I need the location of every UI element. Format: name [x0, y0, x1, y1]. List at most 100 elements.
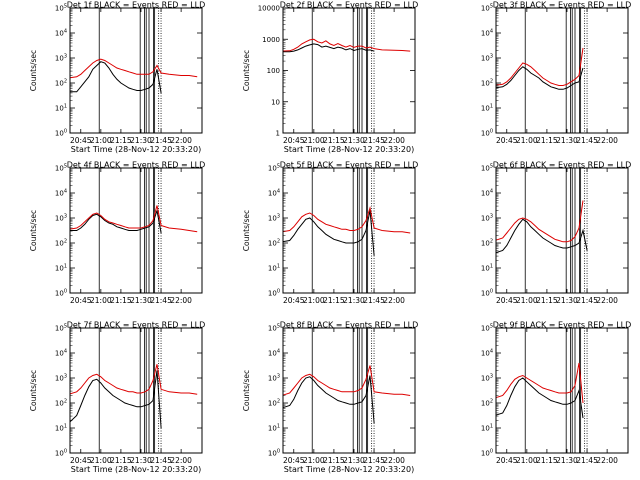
- x-tick-label: 21:45: [150, 296, 172, 305]
- x-tick-label: 21:00: [303, 296, 325, 305]
- plot-frame: [495, 167, 629, 294]
- y-tick-label: 100: [267, 67, 280, 75]
- chart-title: Det 4f BLACK = Events RED = LLD: [67, 161, 206, 170]
- x-tick-label: 20:45: [496, 456, 518, 465]
- plot-frame: [495, 327, 629, 454]
- x-tick-label: 20:45: [283, 456, 305, 465]
- x-tick-label: 21:00: [90, 136, 112, 145]
- y-tick-label: 101: [481, 424, 493, 433]
- x-tick-label: 20:45: [70, 136, 92, 145]
- chart-panel-2: Det 2f BLACK = Events RED = LLD 20:4521:0…: [242, 1, 418, 155]
- chart-panel-8: Det 8f BLACK = Events RED = LLD 20:4521:0…: [242, 321, 418, 475]
- y-tick-label: 104: [481, 29, 493, 38]
- y-tick-label: 104: [481, 189, 493, 198]
- x-tick-label: 21:30: [130, 136, 152, 145]
- y-tick-label: 103: [268, 374, 280, 383]
- y-axis-label: Counts/sec: [29, 210, 38, 251]
- chart-title: Det 9f BLACK = Events RED = LLD: [493, 321, 632, 330]
- y-tick-label: 103: [55, 374, 67, 383]
- chart-title: Det 3f BLACK = Events RED = LLD: [493, 1, 632, 10]
- x-tick-label: 21:15: [323, 456, 345, 465]
- y-tick-label: 100: [55, 449, 67, 458]
- x-tick-label: 21:45: [150, 456, 172, 465]
- x-tick-label: 21:00: [303, 136, 325, 145]
- chart-panel-1: Det 1f BLACK = Events RED = LLD 20:4521:0…: [29, 1, 205, 155]
- events-series-line: [496, 66, 584, 90]
- lld-series-line: [496, 47, 584, 86]
- y-axis-label: Counts/sec: [242, 50, 251, 91]
- events-series-line: [496, 218, 588, 254]
- y-tick-label: 104: [55, 29, 67, 38]
- y-axis-label: Counts/sec: [242, 210, 251, 251]
- lld-series-line: [496, 200, 584, 243]
- x-tick-label: 21:15: [323, 296, 345, 305]
- y-tick-label: 100: [268, 449, 280, 458]
- y-tick-label: 105: [481, 324, 493, 333]
- x-tick-label: 20:45: [496, 136, 518, 145]
- x-tick-label: 22:00: [170, 136, 192, 145]
- chart-panel-7: Det 7f BLACK = Events RED = LLD 20:4521:0…: [29, 321, 205, 475]
- y-tick-label: 105: [481, 164, 493, 173]
- lld-series-line: [70, 58, 198, 79]
- y-tick-label: 101: [268, 264, 280, 273]
- plot-frame: [282, 167, 416, 294]
- x-tick-label: 21:15: [536, 456, 558, 465]
- y-tick-label: 101: [268, 424, 280, 433]
- lld-series-line: [70, 205, 198, 233]
- x-tick-label: 20:45: [283, 296, 305, 305]
- x-axis-label: Start Time (28-Nov-12 20:33:20): [284, 145, 414, 154]
- x-tick-label: 21:00: [90, 456, 112, 465]
- lld-series-line: [70, 364, 198, 395]
- x-tick-label: 21:45: [576, 456, 598, 465]
- x-tick-label: 21:30: [130, 296, 152, 305]
- y-tick-label: 1: [276, 130, 280, 138]
- x-tick-label: 20:45: [496, 296, 518, 305]
- y-tick-label: 102: [55, 239, 67, 248]
- y-tick-label: 100: [55, 289, 67, 298]
- plot-frame: [495, 7, 629, 134]
- x-tick-label: 21:15: [110, 136, 132, 145]
- x-tick-label: 22:00: [596, 296, 618, 305]
- x-tick-label: 21:45: [576, 136, 598, 145]
- y-tick-label: 103: [268, 214, 280, 223]
- y-tick-label: 100: [55, 129, 67, 138]
- x-tick-label: 21:45: [363, 136, 385, 145]
- x-tick-label: 21:30: [556, 296, 578, 305]
- x-tick-label: 22:00: [596, 136, 618, 145]
- x-tick-label: 22:00: [383, 136, 405, 145]
- y-tick-label: 104: [268, 189, 280, 198]
- events-series-line: [70, 210, 162, 234]
- lld-series-line: [283, 206, 411, 234]
- chart-panel-4: Det 4f BLACK = Events RED = LLD 20:4521:0…: [29, 161, 205, 306]
- y-tick-label: 102: [55, 399, 67, 408]
- events-series-line: [283, 375, 375, 424]
- x-tick-label: 21:30: [343, 456, 365, 465]
- y-tick-label: 103: [55, 54, 67, 63]
- x-tick-label: 22:00: [383, 456, 405, 465]
- y-tick-label: 105: [268, 164, 280, 173]
- x-tick-label: 21:30: [556, 456, 578, 465]
- x-tick-label: 21:30: [130, 456, 152, 465]
- y-tick-label: 101: [481, 104, 493, 113]
- events-series-line: [496, 377, 584, 419]
- lld-series-line: [283, 365, 411, 396]
- x-tick-label: 20:45: [283, 136, 305, 145]
- x-tick-label: 21:00: [516, 456, 538, 465]
- x-tick-label: 22:00: [170, 296, 192, 305]
- y-tick-label: 102: [268, 399, 280, 408]
- lld-series-line: [283, 38, 411, 52]
- y-tick-label: 105: [481, 4, 493, 13]
- y-tick-label: 103: [55, 214, 67, 223]
- plot-frame: [69, 167, 203, 294]
- y-tick-label: 105: [55, 4, 67, 13]
- chart-panel-5: Det 5f BLACK = Events RED = LLD 20:4521:0…: [242, 161, 418, 306]
- x-tick-label: 21:45: [576, 296, 598, 305]
- x-tick-label: 21:30: [343, 296, 365, 305]
- y-tick-label: 1000: [262, 36, 280, 44]
- y-tick-label: 100: [481, 289, 493, 298]
- y-tick-label: 104: [268, 349, 280, 358]
- y-tick-label: 10000: [258, 5, 280, 13]
- y-tick-label: 100: [268, 289, 280, 298]
